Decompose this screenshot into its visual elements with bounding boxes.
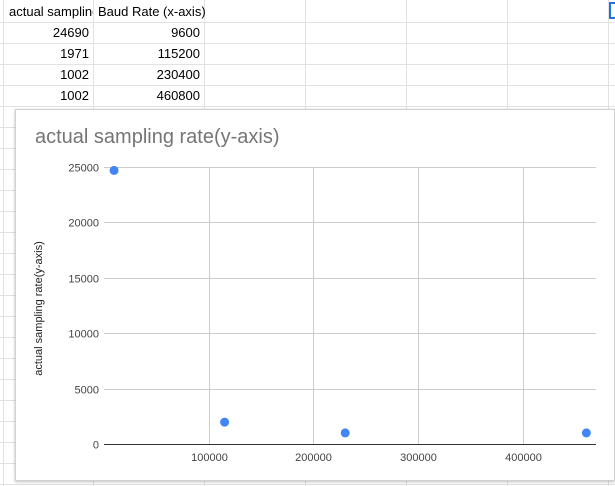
table-cell[interactable]: 1002 <box>60 67 89 82</box>
y-tick-label: 5000 <box>75 385 99 397</box>
table-cell[interactable]: 24690 <box>52 25 89 40</box>
x-tick-label: 300000 <box>400 452 437 464</box>
chart-plot-area: 0 5000 10000 15000 20000 25000 100000 200000 300… <box>33 163 596 464</box>
data-point <box>109 165 119 175</box>
y-tick-label: 25000 <box>68 163 99 175</box>
x-tick-label: 100000 <box>191 452 228 464</box>
table-cell[interactable]: 230400 <box>156 67 200 82</box>
y-tick-label: 15000 <box>68 274 99 286</box>
table-cell[interactable]: 115200 <box>157 46 200 61</box>
x-tick-label: 400000 <box>505 452 542 464</box>
data-point <box>340 428 350 438</box>
data-point <box>220 417 230 427</box>
data-point <box>581 428 591 438</box>
table-cell[interactable]: 1002 <box>60 88 89 103</box>
table-cell[interactable]: 1971 <box>60 46 89 61</box>
x-tick-label: 200000 <box>295 452 332 464</box>
table-cell[interactable]: 9600 <box>171 25 200 40</box>
scatter-chart[interactable]: actual sampling rate(y-axis) 0 5000 10000 1… <box>15 109 615 481</box>
y-tick-label: 10000 <box>68 329 99 341</box>
header-cell-actual-sampling-rate[interactable]: actual sampling rate(y-axis) <box>9 4 93 19</box>
y-axis-title: actual sampling rate(y-axis) <box>33 241 45 376</box>
selected-cell-outline[interactable] <box>609 2 615 19</box>
chart-title: actual sampling rate(y-axis) <box>35 126 280 148</box>
header-cell-baud-rate[interactable]: Baud Rate (x-axis) <box>98 4 206 19</box>
y-tick-label: 0 <box>93 440 99 452</box>
table-cell[interactable]: 460800 <box>156 88 200 103</box>
y-tick-label: 20000 <box>68 218 99 230</box>
